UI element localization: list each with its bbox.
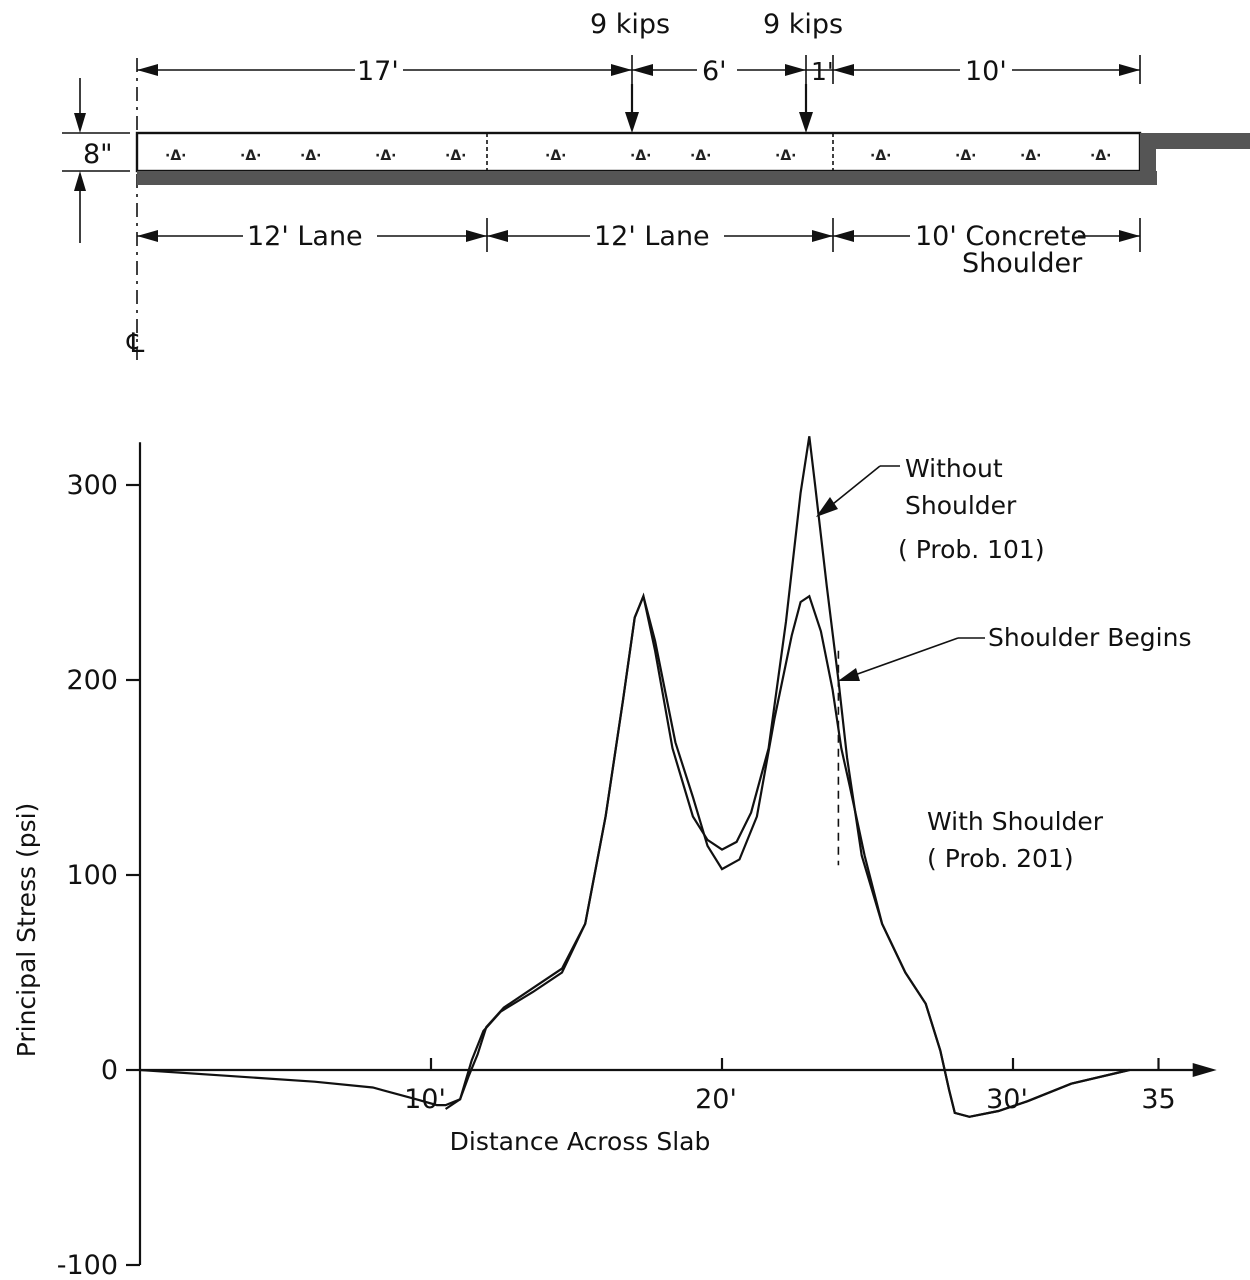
arrowhead [1119,64,1140,76]
annotation-without-3: ( Prob. 101) [898,535,1045,564]
load-label-1: 9 kips [590,9,670,40]
lane-label-1: 12' Lane [247,221,363,252]
annotation-with-1: With Shoulder [927,807,1104,836]
y-ticks: 300 200 100 0 -100 [57,470,140,1280]
section-diagram: 9 kips 9 kips 17' 6' 1' 10' [62,9,1250,360]
x-tick-label: 35 [1141,1084,1175,1115]
aggregate-mark: ·Δ· [690,148,711,164]
aggregate-mark: ·Δ· [775,148,796,164]
annotation-without-1: Without [905,454,1003,483]
y-axis-label: Principal Stress (psi) [12,803,41,1058]
arrowhead [611,64,632,76]
x-tick-label: 20' [695,1084,737,1115]
ground [1140,133,1250,149]
aggregate-mark: ·Δ· [165,148,186,164]
x-axis-label: Distance Across Slab [450,1127,711,1156]
aggregate-mark: ·Δ· [630,148,651,164]
aggregate-marks: ·Δ· ·Δ· ·Δ· ·Δ· ·Δ· ·Δ· ·Δ· ·Δ· ·Δ· ·Δ· ·Δ· ·Δ· ·Δ· [165,148,1111,164]
aggregate-mark: ·Δ· [300,148,321,164]
y-tick-label: 0 [101,1055,118,1086]
aggregate-mark: ·Δ· [240,148,261,164]
y-tick-label: 100 [66,860,118,891]
annotation-shoulder-begins: Shoulder Begins [988,623,1192,652]
x-axis-arrowhead [1192,1063,1217,1077]
load-arrowhead-2 [799,112,813,133]
dim-10ft: 10' [965,56,1007,87]
aggregate-mark: ·Δ· [545,148,566,164]
dim-6ft: 6' [702,56,727,87]
stress-chart: 300 200 100 0 -100 10' 20' 30' 35 Principal Str… [12,436,1217,1280]
arrowhead [833,64,854,76]
lane-label-2: 12' Lane [594,221,710,252]
annotation-without-2: Shoulder [905,491,1017,520]
dim-17ft: 17' [357,56,399,87]
annotation-with-2: ( Prob. 201) [927,844,1074,873]
load-arrowhead-1 [625,112,639,133]
aggregate-mark: ·Δ· [1020,148,1041,164]
arrowhead [632,64,653,76]
aggregate-mark: ·Δ· [1090,148,1111,164]
x-tick-label: 10' [404,1084,446,1115]
aggregate-mark: ·Δ· [955,148,976,164]
series-group [139,436,1130,1118]
centerline-symbol: ℄ [126,328,145,359]
aggregate-mark: ·Δ· [445,148,466,164]
shoulder-label: 10' Concrete [915,221,1087,252]
x-ticks: 10' 20' 30' 35 [404,1058,1176,1115]
aggregate-mark: ·Δ· [870,148,891,164]
slab-thickness: 8" [83,139,113,170]
arrowhead [137,64,158,76]
x-tick-label: 30' [986,1084,1028,1115]
y-tick-label: 300 [66,470,118,501]
leader-shoulder-begins [851,637,959,677]
shoulder-label-2: Shoulder [962,248,1083,279]
leader-without [827,465,881,509]
aggregate-mark: ·Δ· [375,148,396,164]
y-tick-label: 200 [66,665,118,696]
dim-1ft: 1' [811,57,834,86]
arrowhead [785,64,806,76]
y-tick-label: -100 [57,1250,118,1275]
load-label-2: 9 kips [763,9,843,40]
series-line-2 [444,592,1130,1118]
subgrade [137,171,1157,185]
